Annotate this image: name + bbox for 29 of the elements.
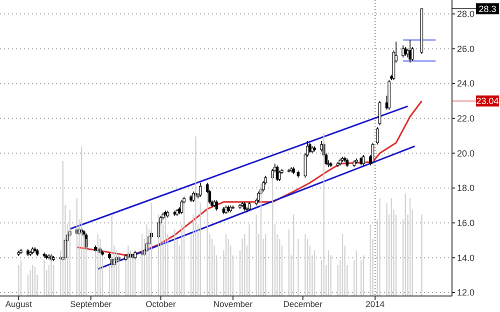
x-tick-label: November [213,299,253,309]
x-tick-label: August [5,299,33,309]
y-tick-label: 16.0 [457,218,475,228]
y-tick-label: 26.0 [457,44,475,54]
x-tick-label: December [283,299,323,309]
y-tick-label: 20.0 [457,148,475,158]
text: 23.04 [476,96,499,106]
candlestick [257,191,260,202]
x-tick-label: October [146,299,176,309]
candlestick [408,40,412,64]
y-tick-label: 22.0 [457,114,475,124]
candlestick [402,44,404,58]
line-series [76,100,423,257]
y-tick-label: 12.0 [457,288,475,298]
candlestick [320,140,323,152]
candlestick [371,142,374,164]
y-tick-label: 18.0 [457,183,475,194]
x-tick-label: September [70,299,112,309]
x-tick-label: 2014 [366,299,385,309]
candlestick [376,126,379,145]
candlestick [215,200,218,212]
y-tick-label: 14.0 [457,252,475,263]
candlestick [308,142,312,154]
candlestick [378,100,382,126]
y-tick-label: 24.0 [457,78,475,89]
candlestick [362,154,365,166]
y-tick-label: 28.0 [457,9,475,20]
text: 28.3 [478,4,496,14]
candlestick [198,182,202,198]
